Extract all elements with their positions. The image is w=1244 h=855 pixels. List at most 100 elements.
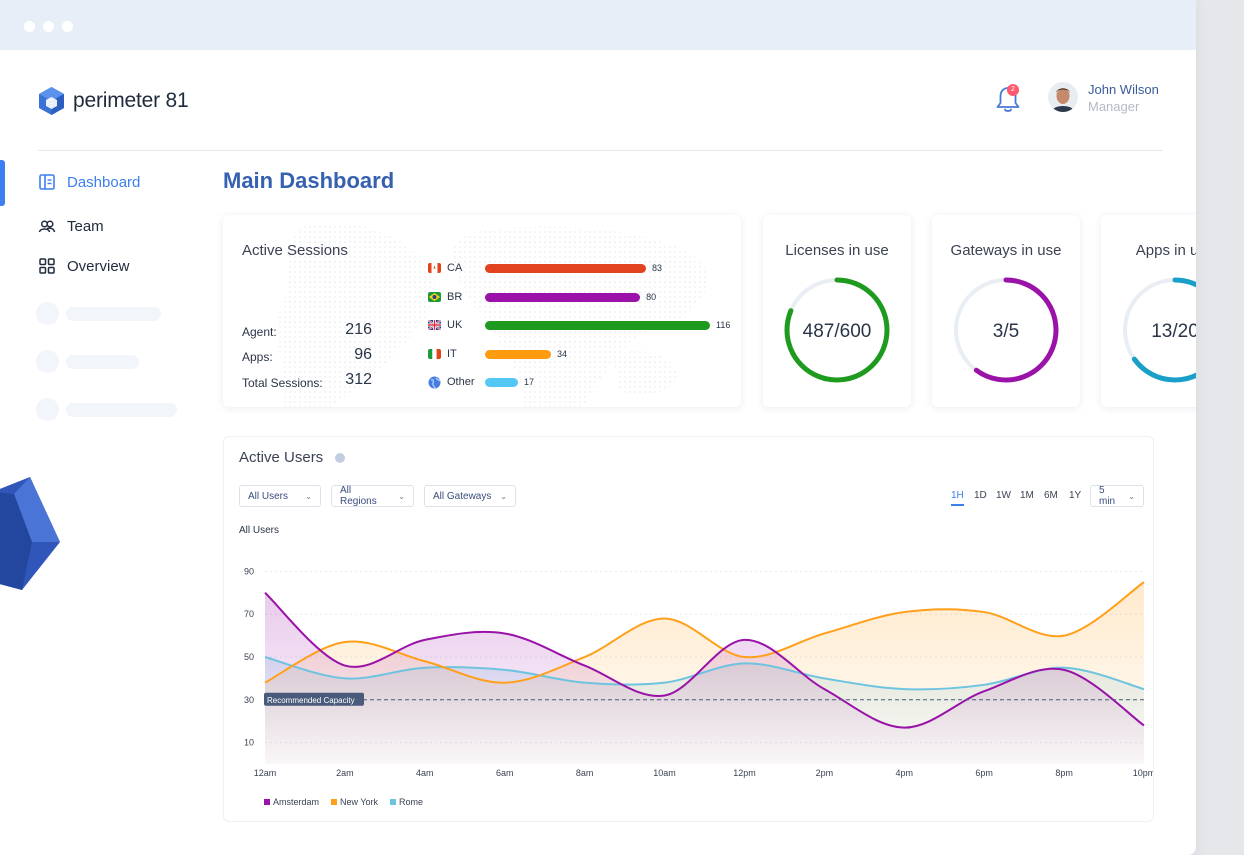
gateways-filter-select[interactable]: All Gateways ⌄ — [424, 485, 516, 507]
window-dot[interactable] — [62, 21, 73, 32]
country-code: CA — [447, 262, 463, 274]
info-icon[interactable] — [335, 453, 345, 463]
stat-label-apps: Apps: — [242, 350, 273, 364]
active-sessions-title: Active Sessions — [242, 242, 348, 259]
brand-name: perimeter 81 — [73, 89, 189, 112]
apps-value: 13/20 — [1151, 321, 1196, 342]
active-nav-indicator — [0, 160, 5, 206]
user-name[interactable]: John Wilson — [1088, 82, 1159, 97]
legend-swatch — [390, 799, 397, 805]
skeleton-placeholder — [36, 302, 59, 325]
legend-label: Rome — [399, 797, 424, 807]
series-line — [264, 656, 1145, 691]
range-1w-button[interactable]: 1W — [996, 490, 1011, 501]
licenses-title: Licenses in use — [785, 242, 889, 259]
active-sessions-card: Active Sessions Agent: 216 Apps: 96 Tota… — [223, 215, 741, 407]
sidebar-item-label: Team — [67, 217, 104, 235]
range-1h-button[interactable]: 1H — [951, 490, 964, 506]
chart-subtitle: All Users — [239, 525, 280, 536]
select-value: All Gateways — [433, 490, 492, 502]
gateways-value: 3/5 — [992, 321, 1020, 342]
country-value: 17 — [523, 377, 534, 387]
stat-label-agent: Agent: — [242, 325, 277, 339]
country-row-other[interactable]: Other 17 — [428, 375, 534, 389]
dashboard-icon — [39, 174, 55, 190]
x-tick-label: 4am — [416, 768, 434, 778]
country-row-br[interactable]: BR 80 — [428, 290, 656, 304]
y-tick-label: 70 — [244, 609, 254, 619]
decorative-cube-icon — [0, 477, 60, 590]
country-row-it[interactable]: IT 34 — [428, 347, 567, 361]
x-tick-label: 10pm — [1133, 768, 1153, 778]
chevron-down-icon: ⌄ — [305, 491, 312, 501]
sidebar-item-label: Overview — [67, 257, 130, 275]
header-divider — [38, 150, 1163, 151]
series-line — [264, 581, 1145, 684]
x-tick-label: 4pm — [896, 768, 914, 778]
legend-label: New York — [340, 797, 379, 807]
page-title: Main Dashboard — [223, 168, 395, 193]
active-users-title: Active Users — [239, 449, 324, 466]
country-code: IT — [447, 348, 457, 360]
series-area — [265, 592, 1144, 764]
x-tick-label: 12am — [254, 768, 277, 778]
chevron-down-icon: ⌄ — [398, 491, 405, 501]
window-dot[interactable] — [43, 21, 54, 32]
uk-flag-icon — [428, 320, 441, 330]
stat-label-total-sessions: Total Sessions: — [242, 376, 323, 390]
apps-title: Apps in use — [1135, 242, 1196, 259]
active-users-chart: 10 30 50 70 90 12am 2am 4am 6am 8am 10am 12pm 2pm 4pm… — [244, 566, 1153, 778]
interval-select[interactable]: 5 min ⌄ — [1090, 485, 1144, 507]
users-filter-select[interactable]: All Users ⌄ — [239, 485, 321, 507]
italy-flag-icon — [428, 349, 441, 359]
notification-badge: 2 — [1007, 84, 1019, 96]
series-line — [264, 592, 1145, 729]
range-1d-button[interactable]: 1D — [974, 490, 987, 501]
range-1m-button[interactable]: 1M — [1020, 490, 1034, 501]
country-code: Other — [447, 376, 475, 388]
active-users-card: Active Users All Users ⌄ All Regions ⌄ All… — [223, 436, 1154, 822]
user-role: Manager — [1088, 99, 1140, 114]
sidebar-item-overview[interactable]: Overview — [38, 257, 130, 275]
x-tick-label: 6am — [496, 768, 514, 778]
stat-value-agent: 216 — [345, 321, 372, 338]
team-icon — [38, 220, 56, 233]
gateways-card: Gateways in use 3/5 — [932, 215, 1080, 407]
legend-item[interactable]: Rome — [390, 797, 423, 807]
country-code: BR — [447, 291, 463, 303]
country-bar — [485, 263, 646, 273]
stat-value-total-sessions: 312 — [345, 371, 372, 388]
app-window: perimeter 81 2 John Wilson Manager Dashb… — [0, 0, 1196, 855]
x-tick-label: 2am — [336, 768, 354, 778]
sidebar-item-label: Dashboard — [67, 173, 141, 191]
user-avatar-icon — [1048, 82, 1078, 112]
skeleton-placeholder — [66, 403, 177, 417]
skeleton-placeholder — [66, 355, 139, 369]
range-1y-button[interactable]: 1Y — [1069, 490, 1082, 501]
gateways-title: Gateways in use — [950, 242, 1062, 259]
country-value: 80 — [646, 292, 657, 302]
country-value: 116 — [716, 320, 731, 330]
skeleton-placeholder — [36, 350, 59, 373]
legend-item[interactable]: Amsterdam — [264, 797, 319, 807]
country-code: UK — [447, 319, 463, 331]
country-row-ca[interactable]: CA 83 — [428, 261, 662, 275]
brand-logo[interactable]: perimeter 81 — [38, 86, 189, 116]
legend-item[interactable]: New York — [331, 797, 378, 807]
window-dot[interactable] — [24, 21, 35, 32]
skeleton-placeholder — [66, 307, 161, 321]
select-value: All Regions — [340, 485, 377, 507]
country-row-uk[interactable]: UK 116 — [428, 318, 730, 332]
avatar[interactable] — [1048, 82, 1078, 112]
range-6m-button[interactable]: 6M — [1044, 490, 1058, 501]
y-tick-label: 30 — [244, 695, 254, 705]
legend-swatch — [331, 799, 338, 805]
sidebar-item-team[interactable]: Team — [38, 217, 104, 235]
sidebar-item-dashboard[interactable]: Dashboard — [38, 173, 140, 191]
regions-filter-select[interactable]: All Regions ⌄ — [331, 485, 414, 507]
y-tick-label: 10 — [244, 738, 254, 748]
select-value: 5 min — [1099, 485, 1116, 507]
x-tick-label: 12pm — [733, 768, 756, 778]
reference-label-bg — [264, 692, 364, 706]
brazil-flag-icon — [428, 292, 441, 302]
